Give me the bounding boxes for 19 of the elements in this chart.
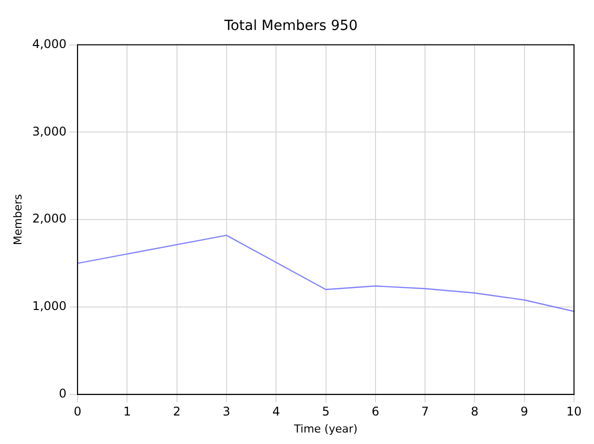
x-tick-label: 10 — [566, 404, 582, 419]
x-tick-label: 5 — [322, 404, 330, 419]
x-tick-label: 4 — [272, 404, 280, 419]
x-tick-label: 1 — [123, 404, 132, 419]
x-tick-label: 6 — [372, 404, 380, 419]
y-tick-label: 3,000 — [32, 124, 67, 138]
x-tick-label: 0 — [74, 404, 82, 419]
y-axis-title: Members — [11, 194, 24, 246]
x-axis-title: Time (year) — [293, 422, 358, 436]
y-tick-label: 4,000 — [32, 36, 67, 51]
x-tick-label: 8 — [470, 404, 479, 419]
x-tick-label: 7 — [421, 404, 429, 419]
chart-title: Total Members 950 — [223, 18, 358, 34]
x-tick-label: 3 — [222, 404, 230, 419]
y-tick-label: 0 — [58, 386, 67, 401]
y-tick-label: 1,000 — [32, 299, 67, 314]
x-tick-label: 2 — [173, 404, 181, 419]
y-tick-label: 2,000 — [32, 212, 67, 226]
x-tick-label: 9 — [520, 404, 528, 419]
